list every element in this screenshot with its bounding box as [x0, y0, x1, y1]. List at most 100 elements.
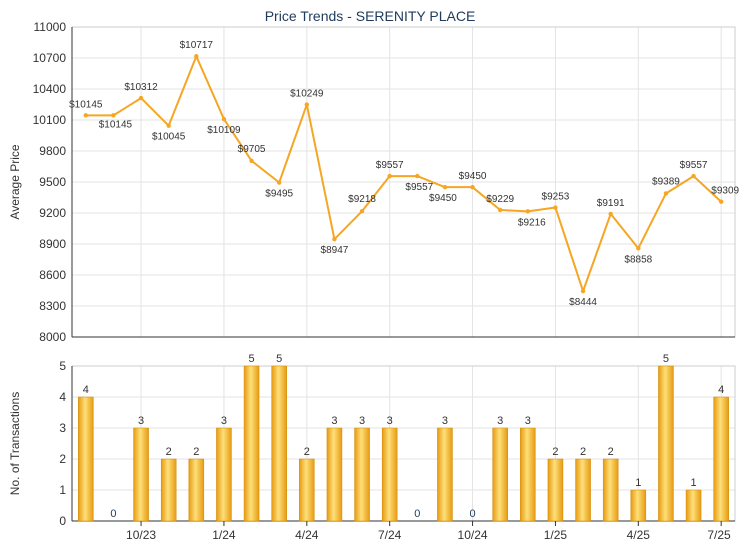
price-point [580, 288, 586, 294]
price-y-tick-label: 8000 [39, 330, 66, 344]
price-data-label: $9229 [486, 194, 514, 205]
tx-bar [216, 427, 232, 522]
tx-bar [271, 365, 287, 522]
price-data-label: $9216 [518, 217, 546, 228]
price-point [221, 116, 227, 122]
tx-value-label: 3 [221, 415, 227, 427]
tx-value-label: 4 [83, 384, 89, 396]
tx-value-label: 3 [331, 415, 337, 427]
tx-bar [520, 427, 536, 522]
price-y-tick-label: 8900 [39, 237, 66, 251]
price-point [304, 102, 310, 107]
price-point [359, 208, 365, 214]
price-point [194, 54, 199, 59]
price-point [249, 158, 254, 164]
chart-title: Price Trends - SERENITY PLACE [265, 8, 476, 24]
price-data-label: $9218 [348, 194, 376, 205]
tx-bar [299, 458, 315, 522]
tx-y-tick-label: 5 [59, 359, 66, 373]
tx-bar [381, 427, 398, 522]
price-data-label: $10249 [290, 89, 324, 100]
tx-value-label: 0 [110, 508, 116, 520]
price-data-label: $10312 [124, 82, 158, 93]
price-y-tick-label: 9200 [39, 206, 66, 220]
x-tick-label: 1/25 [544, 528, 568, 542]
price-point [442, 184, 448, 190]
price-point [470, 184, 475, 190]
tx-bar [243, 365, 260, 522]
price-data-label: $9705 [238, 144, 266, 155]
price-y-tick-label: 9800 [39, 144, 66, 158]
tx-value-label: 5 [249, 353, 255, 365]
price-point [387, 173, 392, 179]
tx-value-label: 2 [166, 446, 172, 458]
price-data-label: $10145 [99, 119, 133, 130]
price-y-tick-label: 11000 [34, 20, 67, 34]
price-data-label: $9253 [542, 192, 570, 203]
price-y-tick-label: 8300 [39, 299, 66, 313]
tx-value-label: 3 [359, 415, 365, 427]
price-series-line [85, 55, 722, 293]
x-tick-label: 10/24 [458, 528, 488, 542]
tx-bar [437, 427, 453, 522]
tx-value-label: 3 [387, 415, 393, 427]
x-tick-label: 10/23 [126, 528, 156, 542]
tx-bar [188, 458, 205, 522]
tx-bar [354, 427, 370, 522]
tx-value-label: 2 [580, 446, 586, 458]
price-data-label: $9557 [405, 182, 433, 193]
price-point [663, 191, 669, 196]
tx-value-label: 3 [497, 415, 503, 427]
tx-value-label: 5 [663, 353, 669, 365]
tx-y-tick-label: 4 [59, 390, 66, 404]
price-point [525, 209, 531, 214]
x-tick-label: 4/25 [627, 528, 651, 542]
tx-value-label: 3 [525, 415, 531, 427]
price-y-axis-title: Average Price [8, 144, 22, 219]
x-tick-label: 7/24 [378, 528, 402, 542]
tx-bar [160, 458, 177, 522]
tx-value-label: 0 [470, 508, 476, 520]
price-point [415, 173, 420, 179]
tx-bar [492, 427, 508, 522]
price-y-tick-label: 10400 [33, 82, 67, 96]
tx-value-label: 3 [442, 415, 448, 427]
price-data-label: $8858 [624, 254, 652, 265]
price-data-label: $9495 [265, 189, 293, 200]
tx-bar [547, 458, 564, 522]
price-point [83, 113, 89, 118]
price-point [718, 199, 724, 204]
price-point [332, 236, 337, 242]
price-point [553, 205, 558, 210]
price-data-label: $9557 [376, 160, 404, 171]
tx-bar [630, 489, 647, 522]
tx-bar [78, 396, 94, 522]
price-data-label: $9309 [711, 186, 739, 197]
price-data-label: $9450 [459, 171, 487, 182]
transactions-panel: 0 1 2 3 4 5 No. of Transactions 4 0 3 2 2 3 5 5 2 3 3 3 0 3 0… [8, 353, 736, 542]
tx-value-label: 0 [414, 508, 420, 520]
tx-value-label: 2 [193, 446, 199, 458]
tx-value-label: 3 [138, 415, 144, 427]
tx-bar [133, 427, 149, 522]
price-point [111, 113, 116, 118]
price-data-label: $10109 [207, 125, 241, 136]
tx-value-label: 2 [552, 446, 558, 458]
price-panel: 8000 8300 8600 8900 9200 9500 9800 10100 10400 10… [8, 20, 740, 344]
price-point [166, 123, 171, 128]
price-point [608, 211, 613, 217]
price-data-label: $8947 [321, 245, 349, 256]
price-data-label: $9557 [680, 160, 708, 171]
price-point [691, 173, 696, 179]
price-y-tick-label: 10700 [33, 51, 67, 65]
tx-value-label: 2 [304, 446, 310, 458]
price-point [276, 180, 282, 185]
price-data-label: $9389 [652, 176, 680, 187]
price-data-label: $8444 [569, 297, 597, 308]
tx-bar [713, 396, 729, 522]
tx-value-label: 1 [635, 477, 641, 489]
tx-value-label: 2 [608, 446, 614, 458]
price-y-tick-label: 9500 [39, 175, 66, 189]
tx-bar [602, 458, 619, 522]
